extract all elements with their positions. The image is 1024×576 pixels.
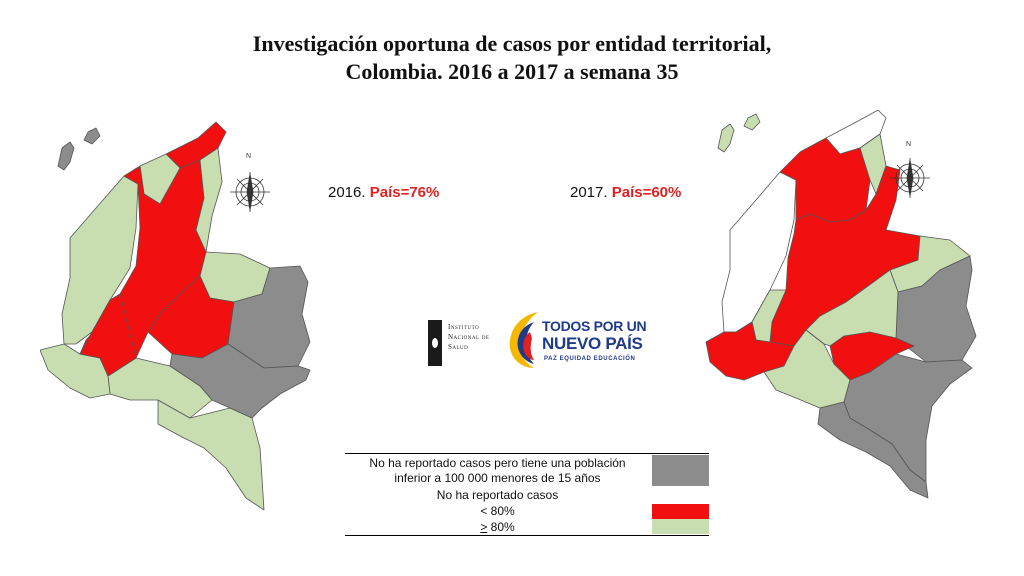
island-providencia <box>743 113 761 131</box>
region-narino <box>40 343 111 399</box>
legend-swatch-white <box>652 488 709 503</box>
region-cauca <box>79 293 137 377</box>
region-santander <box>195 147 223 253</box>
legend-swatch-red <box>652 504 709 519</box>
compass-icon <box>230 172 270 212</box>
label-2016: 2016. País=76% <box>328 184 439 201</box>
map-2016: N <box>40 121 311 511</box>
island-san-andres <box>57 141 75 171</box>
legend-swatch-gray <box>652 455 709 486</box>
ins-logo-icon <box>428 320 442 366</box>
legend-item: No ha reportado casos pero tiene una pob… <box>345 454 709 488</box>
tpun-logo-icon <box>509 312 538 368</box>
legend: No ha reportado casos pero tiene una pob… <box>345 453 709 536</box>
ins-logo-text: Instituto Nacional de Salud <box>448 323 490 351</box>
page-title: Investigación oportuna de casos por enti… <box>112 30 912 86</box>
pais-2016-value: País=76% <box>369 184 440 201</box>
title-line-1: Investigación oportuna de casos por enti… <box>252 31 772 56</box>
region-caqueta <box>763 329 851 409</box>
year-2016-text: 2016. <box>328 184 370 201</box>
title-line-2: Colombia. 2016 a 2017 a semana 35 <box>345 59 679 84</box>
tpun-logo: TODOS POR UN NUEVO PAÍS PAZ EQUIDAD EDUC… <box>504 306 648 376</box>
pais-2017-value: País=60% <box>611 184 682 201</box>
island-san-andres <box>717 123 735 153</box>
legend-item: > 80% <box>345 519 709 535</box>
compass-icon <box>890 158 930 198</box>
map-2017: N <box>705 110 977 499</box>
region-amazonas <box>817 401 929 499</box>
label-2017: 2017. País=60% <box>570 184 681 201</box>
region-caqueta <box>107 357 213 419</box>
legend-item: No ha reportado casos <box>345 488 709 503</box>
legend-swatch-green <box>652 519 709 534</box>
logos: Instituto Nacional de Salud TODOS POR UN… <box>428 306 648 376</box>
island-providencia <box>83 127 101 145</box>
legend-item: < 80% <box>345 503 709 519</box>
year-2017-text: 2017. <box>570 184 612 201</box>
region-guainia <box>169 343 311 419</box>
compass-north-letter: N <box>906 141 911 148</box>
compass-north-letter: N <box>246 153 251 160</box>
